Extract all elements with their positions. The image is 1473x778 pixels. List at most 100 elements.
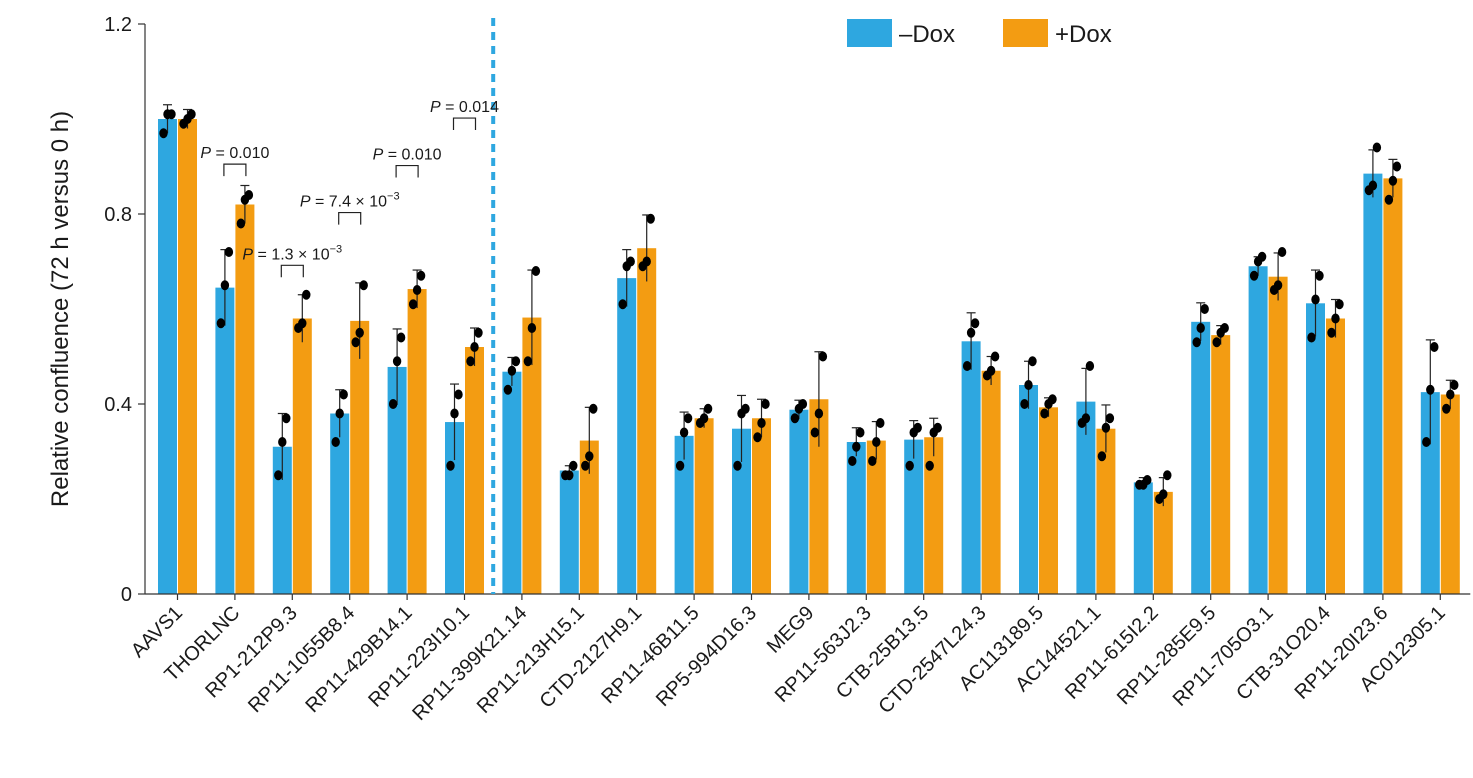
p-value-label: P = 7.4 × 10−3 (300, 191, 400, 211)
bar-minus-dox-7 (559, 470, 579, 594)
p-value-label: P = 0.010 (373, 147, 442, 164)
data-point (1159, 489, 1168, 500)
data-point (355, 327, 364, 338)
data-point (1442, 403, 1451, 414)
category-label: CTD-2127H9.1 (536, 602, 647, 713)
data-point (1220, 323, 1229, 333)
data-point (1163, 470, 1172, 481)
data-point (810, 427, 820, 438)
data-point (618, 299, 627, 310)
data-point (507, 365, 517, 376)
data-point (159, 128, 168, 139)
data-point (675, 460, 685, 471)
data-point (1028, 356, 1037, 367)
data-point (220, 280, 230, 291)
category-label: RP11-1055B8.4 (244, 602, 359, 717)
y-tick-label: 1.2 (104, 14, 132, 36)
bar-minus-dox-4 (387, 366, 407, 594)
bar-minus-dox-2 (272, 446, 292, 594)
bar-plus-dox-11 (809, 399, 829, 594)
bar-minus-dox-16 (1076, 401, 1096, 594)
bar-minus-dox-17 (1133, 482, 1153, 594)
significance-bracket (452, 117, 477, 131)
bar-plus-dox-10 (752, 418, 771, 594)
data-point (1101, 422, 1111, 433)
bar-minus-dox-20 (1306, 303, 1325, 594)
data-point (466, 356, 475, 367)
data-point (412, 285, 422, 295)
data-point (1273, 280, 1283, 291)
data-point (757, 418, 766, 428)
bar-plus-dox-1 (235, 204, 255, 594)
data-point (733, 460, 742, 471)
bar-plus-dox-2 (292, 318, 312, 594)
data-point (1331, 313, 1340, 324)
bar-minus-dox-6 (502, 371, 522, 594)
data-point (1212, 337, 1221, 348)
bar-minus-dox-19 (1248, 266, 1268, 594)
data-point (1446, 389, 1455, 400)
significance-bracket (395, 164, 419, 178)
data-point (282, 413, 291, 424)
data-point (856, 427, 865, 438)
data-point (359, 280, 368, 291)
data-point (848, 456, 857, 466)
data-point (1020, 399, 1029, 409)
legend-minus-dox-swatch (847, 19, 892, 47)
significance-bracket (280, 264, 304, 278)
bar-plus-dox-22 (1440, 394, 1460, 594)
data-point (278, 437, 287, 447)
data-point (1426, 384, 1435, 395)
significance-bracket (223, 163, 247, 177)
data-point (1277, 247, 1287, 257)
data-point (244, 190, 254, 200)
data-point (531, 266, 541, 276)
bar-minus-dox-9 (674, 435, 694, 594)
data-point (1430, 342, 1439, 352)
category-label: RP11-429B14.1 (301, 602, 416, 717)
data-point (699, 413, 709, 424)
data-point (298, 318, 307, 329)
data-point (798, 399, 808, 409)
data-point (523, 356, 533, 367)
category-label: RP11-285E9.5 (1113, 602, 1220, 709)
data-point (450, 408, 459, 419)
category-label: RP5-994D16.3 (652, 602, 761, 711)
bar-minus-dox-15 (1019, 385, 1038, 594)
data-point (868, 456, 877, 466)
data-point (683, 413, 693, 424)
data-point (962, 361, 972, 371)
data-point (703, 403, 713, 414)
bar-minus-dox-13 (904, 439, 924, 594)
data-point (872, 437, 881, 447)
bar-minus-dox-12 (846, 442, 866, 594)
data-point (1335, 299, 1344, 310)
data-point (331, 437, 340, 447)
data-point (970, 318, 980, 329)
bar-plus-dox-8 (637, 248, 657, 594)
data-point (351, 337, 360, 348)
y-axis-title: Relative confluence (72 h versus 0 h) (47, 111, 74, 507)
data-point (753, 432, 762, 443)
data-point (986, 365, 996, 376)
bar-minus-dox-8 (617, 278, 637, 594)
bar-plus-dox-12 (866, 440, 886, 594)
bar-minus-dox-0 (158, 119, 177, 594)
y-tick-label: 0.8 (104, 204, 132, 226)
data-point (527, 323, 537, 333)
data-point (589, 403, 598, 414)
data-point (741, 403, 750, 414)
bar-plus-dox-21 (1383, 178, 1403, 594)
y-tick-label: 0.4 (104, 394, 132, 416)
data-point (216, 318, 226, 329)
data-point (1196, 323, 1205, 333)
p-value-label: P = 1.3 × 10−3 (242, 243, 342, 263)
data-point (1200, 304, 1209, 314)
data-point (585, 451, 594, 462)
significance-bracket (338, 211, 362, 225)
category-label: RP11-705O3.1 (1169, 602, 1278, 711)
data-point (790, 413, 800, 424)
data-point (408, 299, 418, 310)
data-point (966, 327, 976, 338)
data-point (1097, 451, 1107, 462)
